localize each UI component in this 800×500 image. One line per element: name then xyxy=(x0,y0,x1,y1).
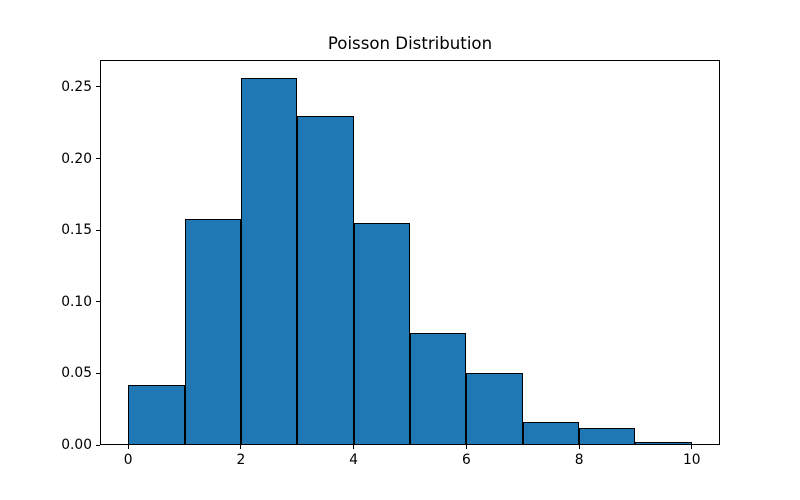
chart-title: Poisson Distribution xyxy=(327,34,493,53)
y-tick-label: 0.15 xyxy=(61,222,92,239)
histogram-bar xyxy=(240,78,298,445)
x-tick-label: 0 xyxy=(123,452,133,468)
x-tick-mark xyxy=(465,445,467,449)
y-tick-label: 0.25 xyxy=(61,78,92,95)
plot-area: 0.00 0.05 0.10 0.15 0.20 0.25 0 2 4 6 8 10 xyxy=(61,60,720,468)
x-tick-mark xyxy=(127,445,129,449)
y-tick-label: 0.05 xyxy=(61,365,92,382)
histogram-bar xyxy=(184,218,241,445)
x-tick-mark xyxy=(578,445,580,449)
y-tick-label: 0.00 xyxy=(61,437,92,453)
y-tick-mark xyxy=(96,229,100,231)
histogram-bar xyxy=(466,373,523,445)
bars-layer xyxy=(100,60,720,445)
x-tick-mark xyxy=(240,445,242,449)
histogram-bar xyxy=(522,422,580,445)
y-tick-mark xyxy=(96,301,100,303)
x-tick-label: 6 xyxy=(461,452,471,468)
x-tick-label: 4 xyxy=(349,452,359,468)
x-tick-mark xyxy=(691,445,693,449)
histogram-bar xyxy=(579,427,636,445)
x-tick-label: 10 xyxy=(683,452,701,468)
y-tick-mark xyxy=(96,158,100,160)
x-tick-mark xyxy=(353,445,355,449)
histogram-bar xyxy=(297,115,354,445)
histogram-bar xyxy=(353,222,410,445)
y-tick-mark xyxy=(96,86,100,88)
x-tick-label: 8 xyxy=(574,452,584,468)
y-tick-mark xyxy=(96,444,100,446)
y-tick-mark xyxy=(96,372,100,374)
y-tick-label: 0.20 xyxy=(61,150,92,167)
x-tick-label: 2 xyxy=(236,452,246,468)
y-tick-label: 0.10 xyxy=(61,293,92,310)
histogram-bar xyxy=(410,333,467,445)
histogram-bar xyxy=(635,442,692,445)
histogram-bar xyxy=(128,384,185,445)
